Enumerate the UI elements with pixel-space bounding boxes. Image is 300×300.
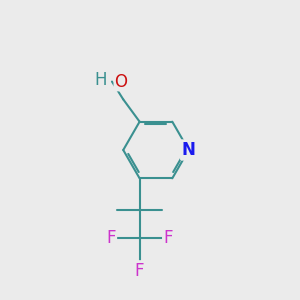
Text: F: F xyxy=(164,229,173,247)
Text: F: F xyxy=(106,229,116,247)
Text: H: H xyxy=(94,71,106,89)
Text: N: N xyxy=(182,141,196,159)
Text: F: F xyxy=(135,262,144,280)
Text: O: O xyxy=(114,73,127,91)
